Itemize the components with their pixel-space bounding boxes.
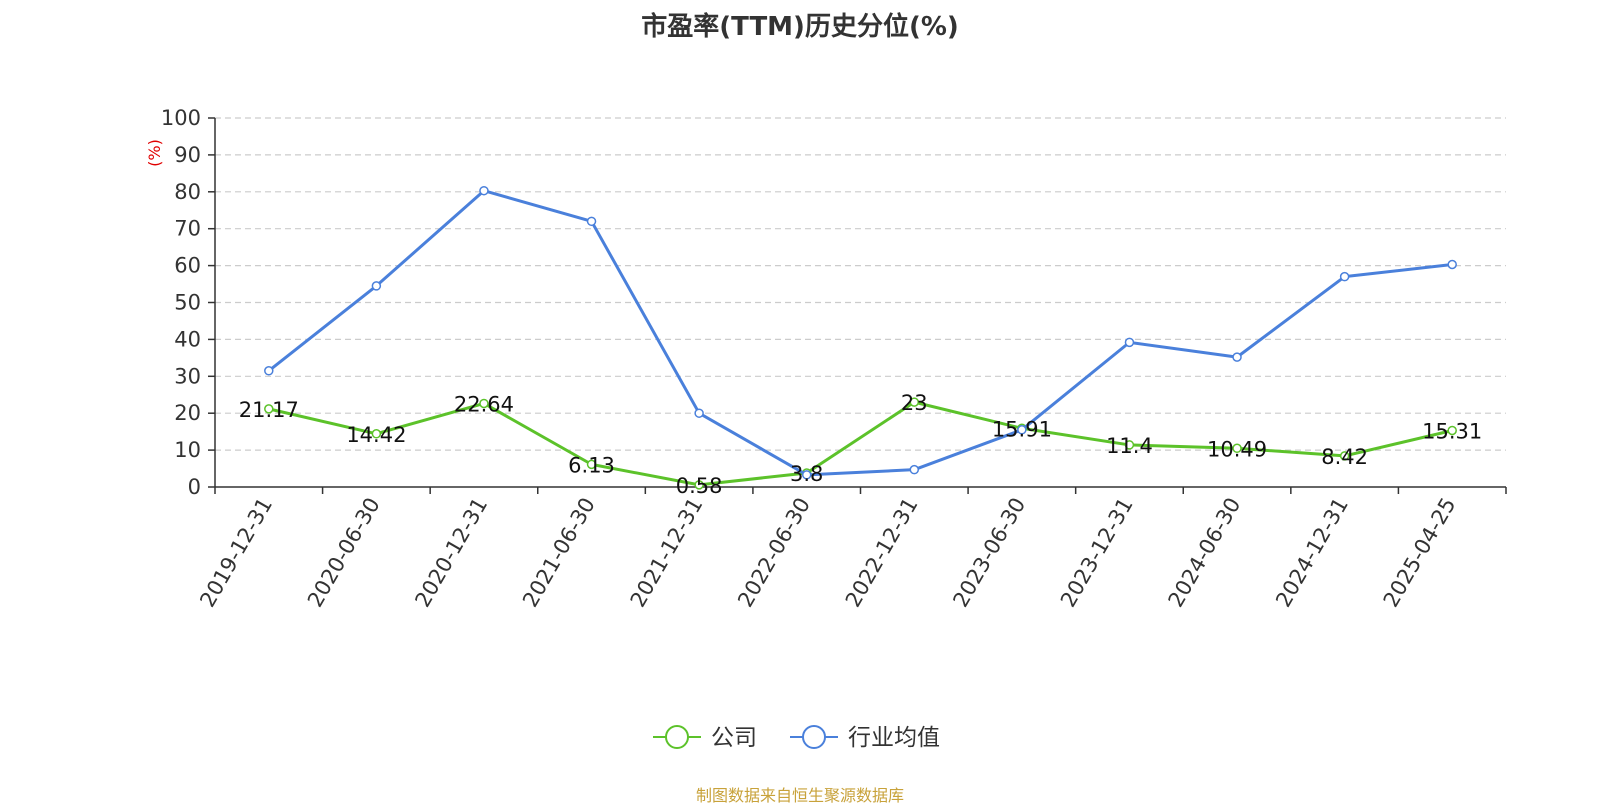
x-tick-label: 2023-12-31	[1056, 494, 1138, 612]
data-label: 6.13	[568, 453, 615, 477]
data-point	[586, 459, 597, 470]
data-label: 3.8	[790, 462, 823, 486]
y-tick-label: 100	[161, 106, 201, 130]
x-tick-label: 2024-12-31	[1271, 494, 1353, 612]
data-point	[1447, 425, 1457, 436]
data-point	[264, 404, 274, 414]
y-tick-label: 70	[174, 217, 201, 241]
y-tick-label: 50	[174, 291, 201, 315]
data-point	[694, 408, 704, 418]
data-label: 10.49	[1207, 437, 1267, 461]
y-axis-label: (%)	[145, 139, 164, 167]
x-tick-label: 2025-04-25	[1379, 494, 1461, 612]
chart-title: 市盈率(TTM)历史分位(%)	[641, 12, 959, 42]
y-tick-label: 0	[188, 475, 201, 499]
data-point	[371, 429, 382, 439]
x-tick-label: 2020-06-30	[303, 494, 385, 612]
data-point	[1124, 440, 1135, 450]
data-point	[1339, 451, 1350, 461]
x-tick-label: 2021-06-30	[518, 494, 600, 612]
x-tick-label: 2022-12-31	[841, 494, 923, 612]
data-point	[1447, 259, 1457, 270]
y-tick-label: 20	[174, 401, 201, 425]
data-label: 8.42	[1321, 445, 1368, 469]
data-point	[694, 480, 704, 490]
data-label: 14.42	[346, 423, 406, 447]
data-label: 0.58	[676, 474, 723, 498]
y-tick-label: 30	[174, 364, 201, 388]
y-tick-label: 80	[174, 180, 201, 204]
data-label: 21.17	[239, 398, 299, 422]
data-point	[264, 366, 274, 376]
legend-label: 公司	[711, 725, 757, 751]
data-point	[1017, 425, 1027, 435]
y-tick-label: 10	[174, 438, 201, 462]
data-point	[909, 464, 920, 475]
legend-marker	[665, 725, 689, 749]
y-tick-label: 40	[174, 327, 201, 351]
data-point	[909, 397, 920, 407]
x-tick-label: 2024-06-30	[1164, 494, 1246, 612]
series-line	[268, 400, 1453, 487]
legend-marker	[802, 725, 826, 749]
legend-label: 行业均值	[848, 725, 940, 751]
x-tick-label: 2021-12-31	[626, 494, 708, 612]
x-tick-label: 2022-06-30	[733, 494, 815, 612]
data-source-note: 制图数据来自恒生聚源数据库	[695, 786, 904, 805]
data-label: 15.91	[992, 417, 1052, 441]
data-point	[801, 470, 812, 480]
data-point	[479, 185, 489, 196]
data-point	[371, 281, 382, 291]
y-tick-label: 90	[174, 143, 201, 167]
data-point	[1339, 271, 1350, 282]
data-label: 11.4	[1106, 434, 1153, 458]
x-tick-label: 2020-12-31	[410, 494, 492, 612]
data-point	[1124, 337, 1135, 348]
y-tick-label: 60	[174, 254, 201, 278]
data-point	[479, 398, 489, 409]
data-point	[586, 216, 597, 227]
data-point	[1232, 352, 1242, 362]
data-label: 22.64	[454, 392, 514, 416]
data-label: 15.31	[1422, 420, 1482, 444]
x-tick-label: 2023-06-30	[948, 494, 1030, 612]
series-line	[267, 189, 1453, 477]
data-label: 23	[901, 391, 928, 415]
data-point	[1232, 443, 1242, 454]
x-tick-label: 2019-12-31	[195, 494, 277, 612]
